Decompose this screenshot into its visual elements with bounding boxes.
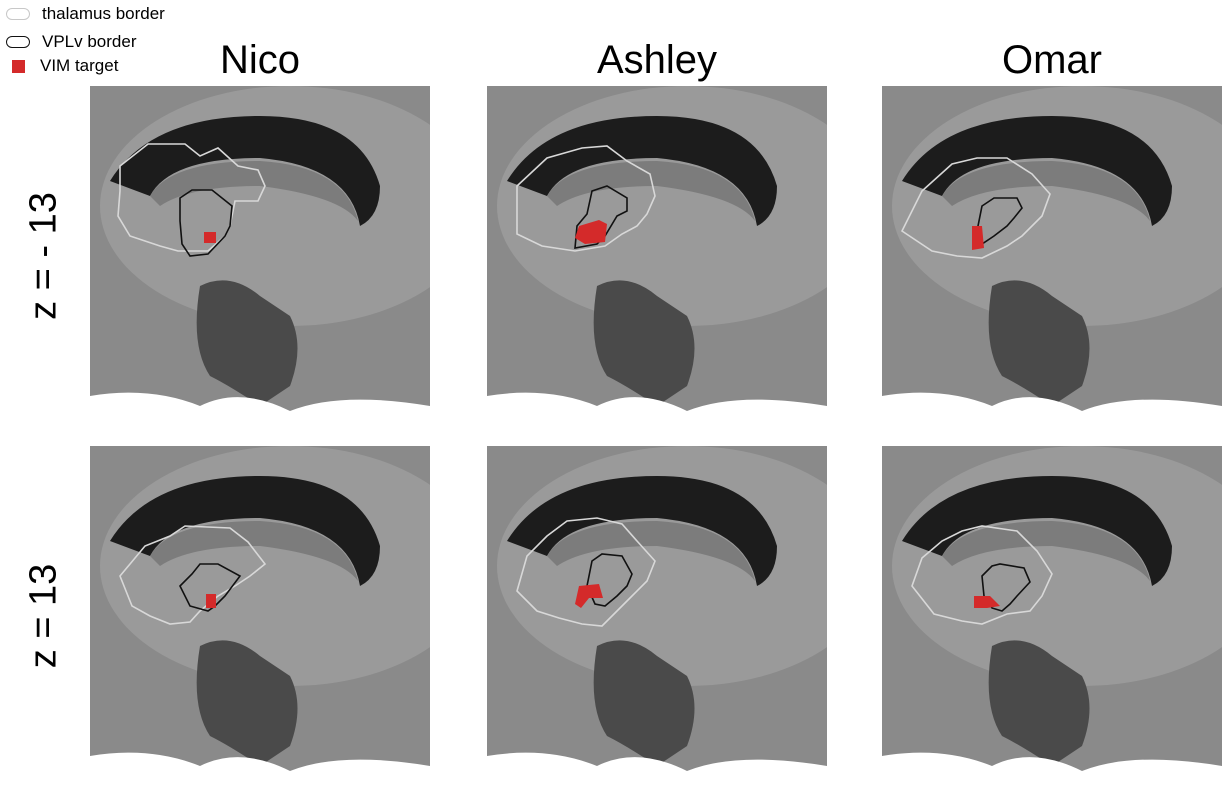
ventricle <box>547 521 755 581</box>
thalamus-border-outline <box>119 525 267 625</box>
mri-panel-omar-z-minus-13 <box>882 86 1222 426</box>
corpus-callosum <box>902 476 1172 586</box>
vim-target-region <box>575 584 603 608</box>
column-title-nico: Nico <box>219 38 301 82</box>
ventricle <box>942 521 1150 581</box>
row-label-z-minus-13: z = - 13 <box>22 192 65 320</box>
vim-target-region <box>972 226 984 250</box>
mri-panel-ashley-z-minus-13 <box>487 86 827 426</box>
corpus-callosum <box>507 476 777 586</box>
brainstem-region <box>196 640 298 766</box>
brainstem-region <box>196 280 298 406</box>
brainstem-region <box>988 280 1090 406</box>
vim-target-swatch-icon <box>12 59 25 73</box>
column-title-ashley: Ashley <box>596 38 718 82</box>
vim-target-region <box>204 232 216 243</box>
legend-label: VPLv border <box>42 32 137 51</box>
thalamus-border-outline <box>516 517 656 627</box>
mri-slice-image <box>882 446 1222 786</box>
vim-target-region <box>974 596 1000 608</box>
legend-item-vplv: VPLv border <box>6 32 137 52</box>
thalamus-border-outline <box>516 145 656 252</box>
mri-slice-image <box>487 86 827 426</box>
mri-panel-omar-z-13 <box>882 446 1222 786</box>
mri-slice-image <box>487 446 827 786</box>
mri-panel-ashley-z-13 <box>487 446 827 786</box>
thalamus-border-outline <box>117 143 266 252</box>
corpus-callosum <box>902 116 1172 226</box>
outside-head <box>487 392 827 426</box>
brainstem-region <box>988 640 1090 766</box>
ventricle <box>547 161 755 221</box>
outside-head <box>90 392 430 426</box>
corpus-callosum <box>507 116 777 226</box>
vplv-border-swatch-icon <box>6 36 30 48</box>
ventricle <box>150 161 358 221</box>
ventricle <box>150 521 358 581</box>
mri-slice-image <box>90 86 430 426</box>
ventricle <box>942 161 1150 221</box>
thalamus-border-outline <box>911 525 1053 625</box>
vplv-border-outline <box>179 563 242 612</box>
row-label-z-13: z = 13 <box>22 563 65 669</box>
corpus-callosum <box>110 476 380 586</box>
brainstem-region <box>593 280 695 406</box>
outside-head <box>487 752 827 786</box>
mri-panel-nico-z-13 <box>90 446 430 786</box>
outside-head <box>90 752 430 786</box>
vim-target-region <box>206 594 216 608</box>
mri-slice-image <box>90 446 430 786</box>
outside-head <box>882 392 1222 426</box>
column-title-omar: Omar <box>1002 38 1102 82</box>
thalamus-border-outline <box>900 157 1051 259</box>
vplv-border-outline <box>179 189 233 257</box>
legend-item-vim: VIM target <box>6 56 118 76</box>
brainstem-region <box>593 640 695 766</box>
legend-label: VIM target <box>40 56 119 75</box>
outside-head <box>882 752 1222 786</box>
mri-panel-nico-z-minus-13 <box>90 86 430 426</box>
legend-item-thalamus: thalamus border <box>6 4 165 24</box>
vim-target-region <box>575 220 607 244</box>
legend-label: thalamus border <box>42 4 165 23</box>
mri-slice-image <box>882 86 1222 426</box>
thalamus-border-swatch-icon <box>6 8 30 20</box>
